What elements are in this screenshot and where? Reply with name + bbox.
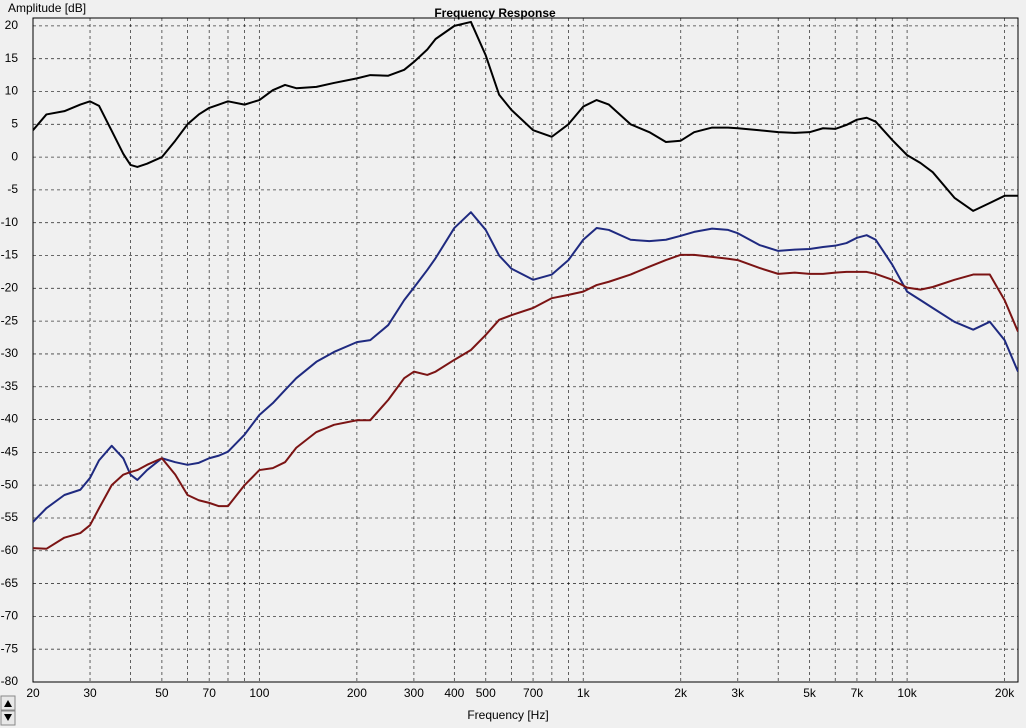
y-tick-label: -55 bbox=[1, 510, 19, 524]
lines bbox=[33, 20, 1018, 550]
y-tick-label: -45 bbox=[1, 445, 19, 459]
y-tick-label: -60 bbox=[1, 543, 19, 557]
response-line bbox=[33, 20, 1018, 212]
y-tick-label: -5 bbox=[7, 182, 18, 196]
x-tick-label: 700 bbox=[523, 686, 543, 700]
scroll-buttons[interactable] bbox=[0, 695, 16, 726]
x-tick-label: 200 bbox=[347, 686, 367, 700]
x-tick-label: 300 bbox=[404, 686, 424, 700]
down-arrow bbox=[4, 714, 12, 721]
x-tick-label: 5k bbox=[803, 686, 817, 700]
y-tick-label: 0 bbox=[11, 149, 18, 163]
y-tick-label: -10 bbox=[1, 215, 19, 229]
y-tick-label: -25 bbox=[1, 313, 19, 327]
response-line bbox=[33, 253, 1018, 550]
x-tick-label: 500 bbox=[476, 686, 496, 700]
x-tick-label: 30 bbox=[83, 686, 97, 700]
x-tick-label: 7k bbox=[851, 686, 865, 700]
y-tick-label: -50 bbox=[1, 477, 19, 491]
x-tick-label: 1k bbox=[577, 686, 591, 700]
y-tick-label: 20 bbox=[5, 18, 19, 32]
grid bbox=[32, 18, 1018, 683]
y-tick-label: 10 bbox=[5, 84, 19, 98]
y-tick-label: -75 bbox=[1, 641, 19, 655]
y-tick-label: -80 bbox=[1, 674, 19, 688]
x-tick-label: 2k bbox=[674, 686, 688, 700]
x-tick-label: 20 bbox=[26, 686, 40, 700]
x-tick-label: 3k bbox=[731, 686, 745, 700]
x-tick-label: 100 bbox=[249, 686, 269, 700]
y-tick-label: -20 bbox=[1, 280, 19, 294]
y-tick-label: -40 bbox=[1, 412, 19, 426]
response-line bbox=[33, 211, 1018, 523]
up-arrow bbox=[4, 700, 12, 707]
x-tick-label: 70 bbox=[203, 686, 217, 700]
y-tick-label: -35 bbox=[1, 379, 19, 393]
x-tick-label: 400 bbox=[444, 686, 464, 700]
x-tick-label: 10k bbox=[897, 686, 917, 700]
chart-title: Frequency Response bbox=[434, 6, 556, 20]
x-tick-label: 50 bbox=[155, 686, 169, 700]
y-tick-label: -30 bbox=[1, 346, 19, 360]
y-tick-label: 15 bbox=[5, 51, 19, 65]
x-axis-label: Frequency [Hz] bbox=[467, 708, 548, 722]
y-tick-label: -70 bbox=[1, 609, 19, 623]
y-tick-label: -65 bbox=[1, 576, 19, 590]
plot-area bbox=[32, 17, 1019, 683]
y-axis-label: Amplitude [dB] bbox=[8, 1, 86, 15]
x-tick-label: 20k bbox=[995, 686, 1015, 700]
y-tick-label: -15 bbox=[1, 248, 19, 262]
y-tick-label: 5 bbox=[11, 116, 18, 130]
